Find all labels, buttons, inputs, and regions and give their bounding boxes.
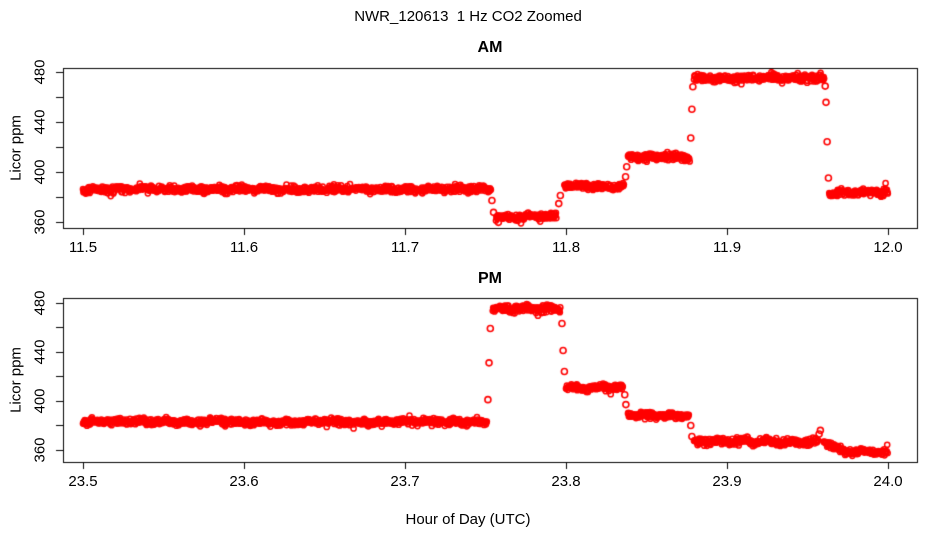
am-y-axis-label: Licor ppm [7, 115, 25, 181]
pm-panel-title: PM [478, 270, 502, 287]
am-y-tick-label: 360 [31, 209, 49, 235]
am-x-tick-label: 11.6 [229, 239, 259, 256]
plot-main-title: NWR_120613 1 Hz CO2 Zoomed [354, 8, 582, 25]
am-y-tick-label: 400 [31, 159, 49, 185]
pm-x-tick-label: 24.0 [873, 473, 903, 490]
am-x-tick-label: 11.9 [712, 239, 742, 256]
pm-x-tick-label: 23.5 [68, 473, 98, 490]
pm-y-tick-label: 360 [31, 437, 49, 463]
pm-x-tick-label: 23.9 [712, 473, 742, 490]
x-axis-label: Hour of Day (UTC) [405, 511, 531, 528]
pm-y-tick-label: 480 [31, 290, 49, 316]
am-panel-title: AM [477, 39, 503, 56]
am-y-tick-label: 480 [31, 59, 49, 85]
am-x-tick-label: 11.5 [68, 239, 98, 256]
pm-y-axis-label: Licor ppm [7, 347, 25, 413]
pm-x-tick-label: 23.8 [551, 473, 581, 490]
pm-y-tick-label: 440 [31, 339, 49, 365]
am-x-tick-label: 12.0 [873, 239, 903, 256]
pm-x-tick-label: 23.6 [229, 473, 259, 490]
pm-x-tick-label: 23.7 [390, 473, 420, 490]
am-y-tick-label: 440 [31, 109, 49, 135]
am-x-tick-label: 11.7 [390, 239, 420, 256]
am-x-tick-label: 11.8 [551, 239, 581, 256]
pm-y-tick-label: 400 [31, 388, 49, 414]
